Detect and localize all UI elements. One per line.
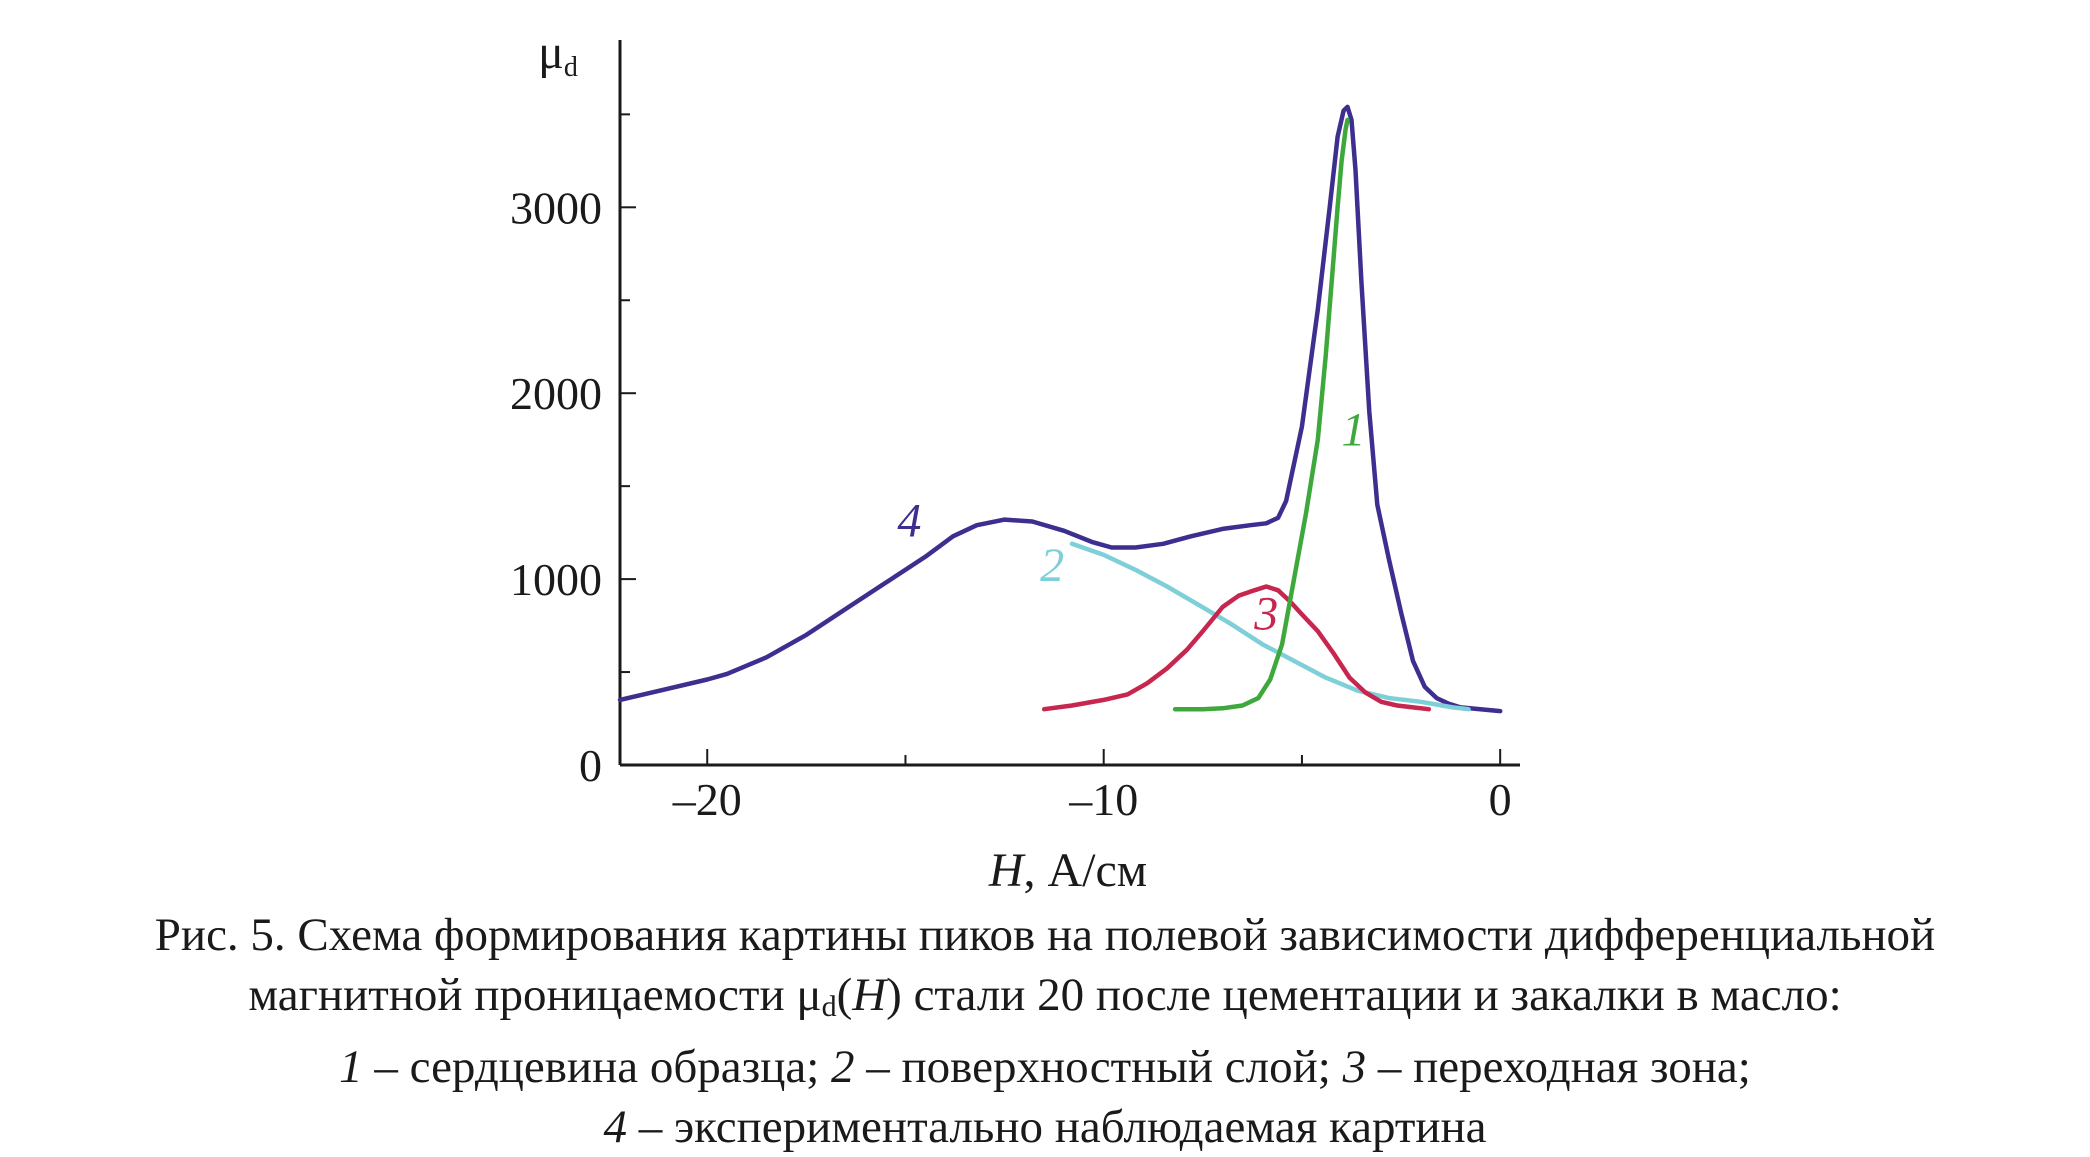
caption-line-1-text: Рис. 5. Схема формирования картины пиков… bbox=[154, 909, 1936, 961]
x-tick-label: –10 bbox=[1068, 774, 1138, 825]
caption-num-1: 1 bbox=[339, 1041, 363, 1093]
caption-line-2b: ) стали 20 после цементации и закалки в … bbox=[886, 969, 1842, 1021]
axes bbox=[618, 40, 1520, 767]
y-axis-title-sub: d bbox=[564, 52, 578, 83]
y-tick-label: 1000 bbox=[510, 554, 602, 605]
x-axis-title: H, А/см bbox=[988, 844, 1147, 897]
curve-label-3: 3 bbox=[1253, 587, 1278, 640]
series-line-4 bbox=[617, 104, 1503, 714]
caption-line-3: 1 – сердцевина образца; 2 – поверхностны… bbox=[0, 1037, 2090, 1097]
curve-label-2: 2 bbox=[1040, 539, 1064, 592]
x-axis-title-var: H bbox=[988, 844, 1026, 897]
curve-label-1: 1 bbox=[1341, 403, 1365, 456]
caption-mu-subscript: d bbox=[821, 990, 837, 1023]
series-line-1 bbox=[1172, 117, 1350, 712]
caption-h-variable: H bbox=[852, 969, 887, 1021]
caption-text-1: – сердцевина образца; bbox=[362, 1041, 832, 1093]
y-axis-title: μd bbox=[538, 26, 578, 83]
caption-line-2: магнитной проницаемости μd(H) стали 20 п… bbox=[248, 969, 1842, 1023]
caption-line-2a: магнитной проницаемости μ bbox=[248, 969, 822, 1021]
series-group bbox=[617, 104, 1503, 714]
caption-text-3: – переходная зона; bbox=[1366, 1041, 1751, 1093]
curve-label-4: 4 bbox=[897, 494, 921, 547]
y-axis-title-main: μ bbox=[538, 26, 564, 79]
y-tick-label: 0 bbox=[579, 740, 602, 791]
x-tick-label: 0 bbox=[1489, 774, 1512, 825]
x-tick-label: –20 bbox=[672, 774, 742, 825]
caption-num-3: 3 bbox=[1342, 1041, 1367, 1093]
curve-labels: 4 2 3 1 bbox=[897, 403, 1365, 640]
figure-caption: Рис. 5. Схема формирования картины пиков… bbox=[0, 905, 2090, 1157]
caption-text-2: – поверхностный слой; bbox=[854, 1041, 1343, 1093]
chart: 0 1000 2000 3000 –20 –10 0 4 2 3 1 μd H, А/см bbox=[510, 26, 1520, 897]
y-tick-label: 3000 bbox=[510, 182, 602, 233]
caption-line-1: Рис. 5. Схема формирования картины пиков… bbox=[0, 905, 2090, 965]
series-line-3 bbox=[1041, 584, 1432, 712]
caption-num-2: 2 bbox=[831, 1041, 855, 1093]
ticks: 0 1000 2000 3000 –20 –10 0 bbox=[510, 113, 1512, 825]
caption-text-4: – экспериментально наблюдаемая картина bbox=[626, 1101, 1487, 1153]
caption-num-4: 4 bbox=[603, 1101, 627, 1153]
x-axis-title-unit: , А/см bbox=[1023, 844, 1147, 897]
y-tick-label: 2000 bbox=[510, 368, 602, 419]
caption-line-4: 4 – экспериментально наблюдаемая картина bbox=[0, 1097, 2090, 1157]
